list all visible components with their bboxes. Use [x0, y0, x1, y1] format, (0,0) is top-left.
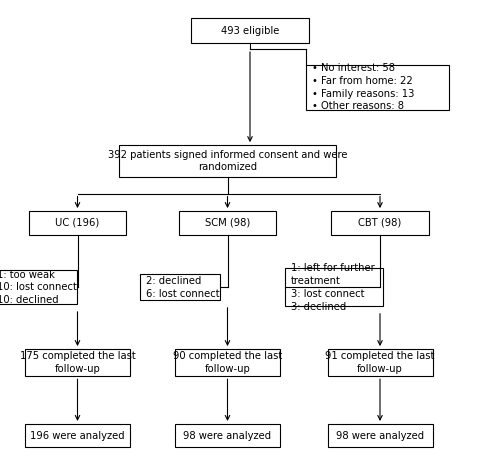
Text: 98 were analyzed: 98 were analyzed [336, 430, 424, 441]
Text: 392 patients signed informed consent and were
randomized: 392 patients signed informed consent and… [108, 150, 347, 172]
FancyBboxPatch shape [0, 270, 76, 304]
FancyBboxPatch shape [119, 145, 336, 177]
Text: • No interest: 58
• Far from home: 22
• Family reasons: 13
• Other reasons: 8: • No interest: 58 • Far from home: 22 • … [312, 63, 414, 111]
Text: 175 completed the last
follow-up: 175 completed the last follow-up [20, 351, 136, 374]
FancyBboxPatch shape [328, 349, 432, 376]
Text: UC (196): UC (196) [56, 218, 100, 228]
Text: 1: left for further
treatment
3: lost connect
3: declined: 1: left for further treatment 3: lost co… [291, 263, 375, 311]
Text: 1: too weak
10: lost connect
10: declined: 1: too weak 10: lost connect 10: decline… [0, 269, 78, 305]
FancyBboxPatch shape [179, 211, 276, 235]
FancyBboxPatch shape [25, 424, 130, 447]
FancyBboxPatch shape [306, 65, 449, 110]
Text: 90 completed the last
follow-up: 90 completed the last follow-up [173, 351, 282, 374]
FancyBboxPatch shape [25, 349, 130, 376]
Text: 91 completed the last
follow-up: 91 completed the last follow-up [326, 351, 434, 374]
Text: 493 eligible: 493 eligible [221, 25, 279, 36]
FancyBboxPatch shape [140, 274, 220, 300]
FancyBboxPatch shape [331, 211, 428, 235]
FancyBboxPatch shape [175, 349, 280, 376]
Text: 196 were analyzed: 196 were analyzed [30, 430, 125, 441]
FancyBboxPatch shape [285, 268, 383, 306]
FancyBboxPatch shape [191, 18, 308, 43]
FancyBboxPatch shape [28, 211, 126, 235]
Text: SCM (98): SCM (98) [205, 218, 250, 228]
FancyBboxPatch shape [175, 424, 280, 447]
Text: 98 were analyzed: 98 were analyzed [184, 430, 272, 441]
Text: CBT (98): CBT (98) [358, 218, 402, 228]
Text: 2: declined
6: lost connect: 2: declined 6: lost connect [146, 276, 220, 299]
FancyBboxPatch shape [328, 424, 432, 447]
